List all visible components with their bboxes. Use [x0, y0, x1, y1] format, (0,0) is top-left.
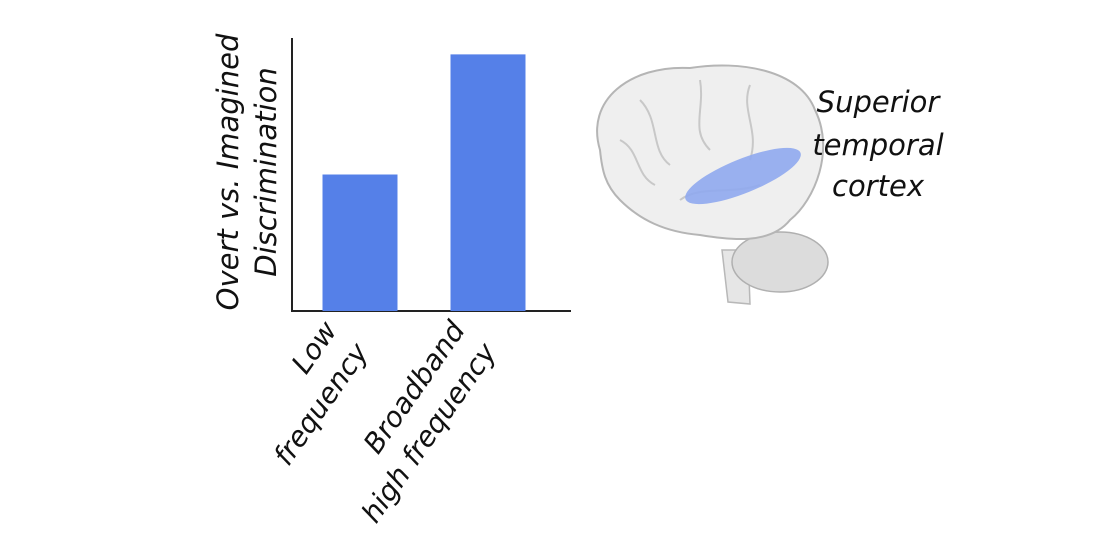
bar	[322, 174, 398, 311]
bar	[450, 54, 526, 311]
annotation-line: Superior	[817, 85, 942, 119]
annotation-line: temporal	[812, 128, 943, 162]
y-axis-label: Overt vs. Imagined Discrimination	[211, 33, 283, 310]
brain-illustration	[596, 64, 829, 305]
annotation: Superior temporal cortex	[812, 85, 943, 203]
annotation-line: cortex	[832, 169, 925, 203]
y-axis-label-line: Overt vs. Imagined	[211, 33, 245, 310]
y-axis-label-line: Discrimination	[249, 67, 283, 276]
